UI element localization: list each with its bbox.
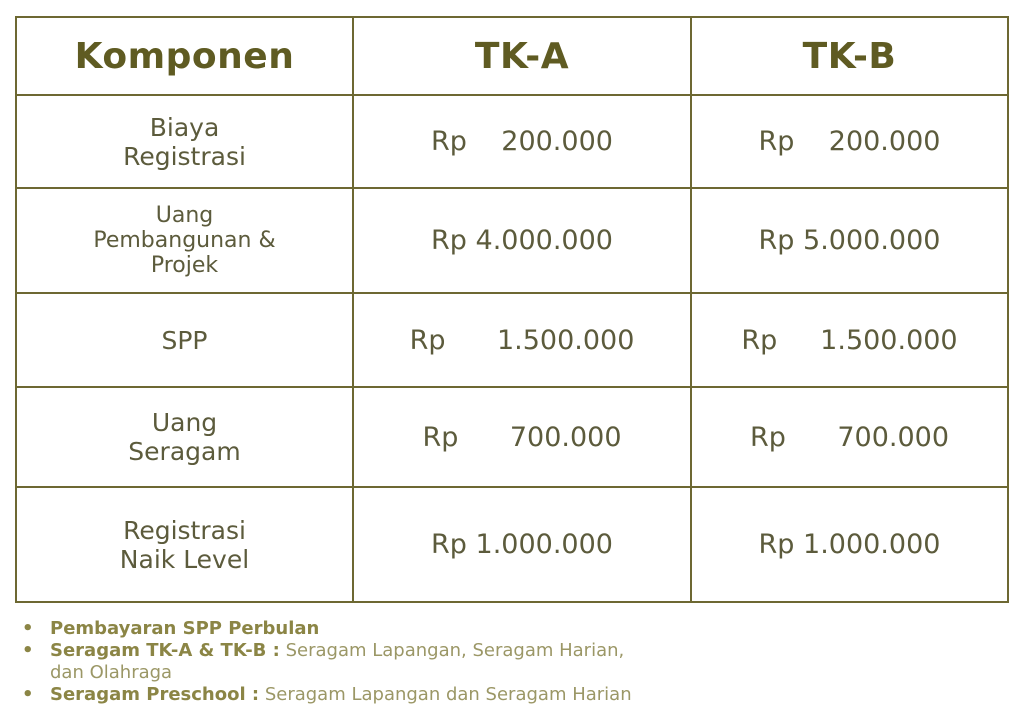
komponen-cell: Registrasi Naik Level xyxy=(15,486,354,603)
tk-a-cell: Rp 200.000 xyxy=(352,94,692,189)
tk-a-cell: Rp 4.000.000 xyxy=(352,187,692,294)
header-tk-a: TK-A xyxy=(352,16,692,96)
komponen-cell: SPP xyxy=(15,292,354,388)
table-row: Registrasi Naik Level Rp 1.000.000 Rp 1.… xyxy=(15,486,1009,603)
note-text: Seragam Lapangan dan Seragam Harian xyxy=(259,684,632,705)
table-row: Uang Pembangunan & Projek Rp 4.000.000 R… xyxy=(15,187,1009,294)
note-bold: Pembayaran SPP Perbulan xyxy=(50,618,320,639)
tk-b-cell: Rp 5.000.000 xyxy=(690,187,1009,294)
tk-b-cell: Rp 1.500.000 xyxy=(690,292,1009,388)
note-item: Pembayaran SPP Perbulan xyxy=(22,618,632,640)
note-item: Seragam TK-A & TK-B : Seragam Lapangan, … xyxy=(22,640,632,684)
header-tk-b: TK-B xyxy=(690,16,1009,96)
note-bold: Seragam TK-A & TK-B : xyxy=(50,640,280,661)
komponen-cell: Uang Seragam xyxy=(15,386,354,488)
table-header-row: Komponen TK-A TK-B xyxy=(15,16,1009,96)
table-row: Uang Seragam Rp 700.000 Rp 700.000 xyxy=(15,386,1009,488)
tk-b-cell: Rp 1.000.000 xyxy=(690,486,1009,603)
note-text: Seragam Lapangan, Seragam Harian, dan Ol… xyxy=(50,640,625,683)
note-bold: Seragam Preschool : xyxy=(50,684,260,705)
tk-a-cell: Rp 1.500.000 xyxy=(352,292,692,388)
note-item: Seragam Preschool : Seragam Lapangan dan… xyxy=(22,684,632,706)
tk-a-cell: Rp 1.000.000 xyxy=(352,486,692,603)
tk-a-cell: Rp 700.000 xyxy=(352,386,692,488)
komponen-cell: Uang Pembangunan & Projek xyxy=(15,187,354,294)
tk-b-cell: Rp 200.000 xyxy=(690,94,1009,189)
header-komponen: Komponen xyxy=(15,16,354,96)
tk-b-cell: Rp 700.000 xyxy=(690,386,1009,488)
table-row: SPP Rp 1.500.000 Rp 1.500.000 xyxy=(15,292,1009,388)
fee-table: Komponen TK-A TK-B Biaya Registrasi Rp 2… xyxy=(15,16,1009,603)
table-row: Biaya Registrasi Rp 200.000 Rp 200.000 xyxy=(15,94,1009,189)
komponen-cell: Biaya Registrasi xyxy=(15,94,354,189)
notes-list: Pembayaran SPP Perbulan Seragam TK-A & T… xyxy=(22,618,632,706)
